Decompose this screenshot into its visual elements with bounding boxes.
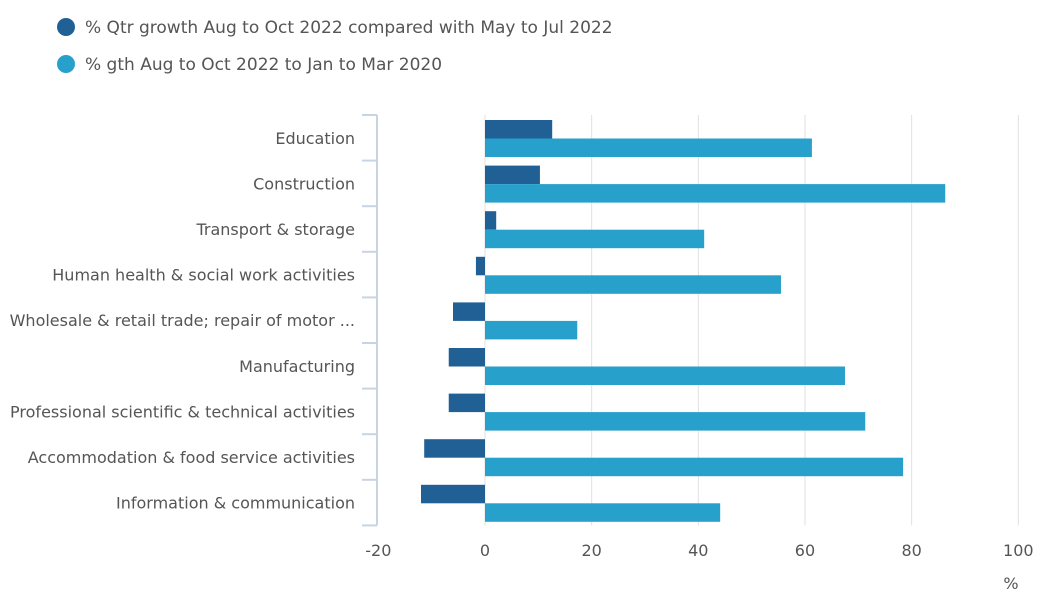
bar-qtr-growth xyxy=(421,484,485,504)
x-tick-label: 60 xyxy=(795,541,815,560)
bar-qtr-growth xyxy=(448,348,485,367)
category-label: Wholesale & retail trade; repair of moto… xyxy=(10,311,355,330)
bar-qtr-growth xyxy=(475,256,485,276)
bar-growth-since-2020 xyxy=(485,320,578,340)
bar-growth-since-2020 xyxy=(485,366,845,385)
category-label: Transport & storage xyxy=(195,220,355,239)
category-label: Education xyxy=(275,129,355,148)
bar-growth-since-2020 xyxy=(485,229,705,249)
bar-growth-since-2020 xyxy=(485,275,781,294)
bar-qtr-growth xyxy=(424,439,485,458)
x-tick-label: 80 xyxy=(901,541,921,560)
category-label: Information & communication xyxy=(116,494,355,513)
x-tick-label: 0 xyxy=(480,541,490,560)
x-tick-label: -20 xyxy=(365,541,391,560)
category-label: Construction xyxy=(253,174,355,193)
category-label: Manufacturing xyxy=(239,357,355,376)
legend-label-0: % Qtr growth Aug to Oct 2022 compared wi… xyxy=(85,18,613,38)
category-label: Accommodation & food service activities xyxy=(28,448,355,467)
legend-marker-0 xyxy=(57,18,75,36)
bar-qtr-growth xyxy=(485,120,553,139)
x-axis-label: % xyxy=(1003,574,1018,593)
bar-growth-since-2020 xyxy=(485,184,946,203)
category-label: Human health & social work activities xyxy=(52,266,355,285)
bar-qtr-growth xyxy=(453,302,485,321)
x-tick-label: 40 xyxy=(688,541,708,560)
bar-qtr-growth xyxy=(485,211,497,230)
x-tick-label: 20 xyxy=(581,541,601,560)
bar-growth-since-2020 xyxy=(485,138,812,157)
bar-growth-since-2020 xyxy=(485,503,721,522)
category-label: Professional scientific & technical acti… xyxy=(10,402,355,421)
bar-qtr-growth xyxy=(485,165,540,185)
bar-growth-since-2020 xyxy=(485,457,904,477)
legend-marker-1 xyxy=(57,55,75,73)
legend-label-1: % gth Aug to Oct 2022 to Jan to Mar 2020 xyxy=(85,55,442,75)
bar-growth-since-2020 xyxy=(485,412,866,431)
x-tick-label: 100 xyxy=(1003,541,1034,560)
bar-qtr-growth xyxy=(448,393,485,413)
